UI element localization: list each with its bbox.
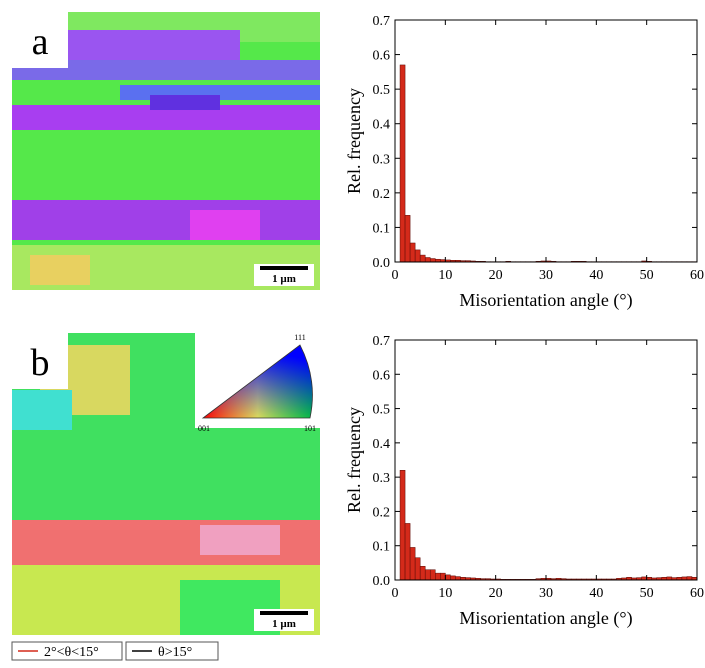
map-legend: 2°<θ<15° θ>15° [12,642,218,660]
legend-label: θ>15° [158,645,192,660]
x-tick-label: 10 [438,268,452,283]
plot-frame [395,340,697,580]
y-tick-label: 0.5 [373,403,391,418]
scale-label: 1 µm [272,618,296,630]
x-tick-label: 50 [640,268,654,283]
legend-label: 2°<θ<15° [44,645,99,660]
bar [415,250,420,262]
bar [415,558,420,580]
ipf-triangle [195,333,320,428]
x-axis-label: Misorientation angle (°) [459,608,632,629]
x-tick-label: 60 [690,268,704,283]
y-tick-label: 0.2 [373,505,391,520]
ipf-label: 001 [198,424,210,433]
bar [420,255,425,262]
y-tick-label: 0.7 [373,334,391,349]
bar [435,573,440,580]
x-tick-label: 60 [690,586,704,601]
y-tick-label: 0.5 [373,83,391,98]
y-tick-label: 0.0 [373,256,391,271]
bar [687,577,692,580]
bar [420,566,425,580]
bar [410,547,415,580]
ipf-label: 111 [294,333,305,342]
y-tick-label: 0.6 [373,368,391,383]
x-axis-label: Misorientation angle (°) [459,290,632,311]
bar [405,523,410,580]
y-tick-label: 0.6 [373,49,391,64]
x-tick-label: 0 [392,268,399,283]
bar [405,215,410,262]
x-tick-label: 40 [589,268,603,283]
panel-label: a [32,21,49,63]
bar [455,577,460,580]
x-tick-label: 40 [589,586,603,601]
y-axis-label: Rel. frequency [344,88,364,194]
x-tick-label: 50 [640,586,654,601]
bar [430,259,435,262]
y-tick-label: 0.1 [373,540,391,555]
panel-label: b [31,342,50,384]
bar [450,576,455,580]
y-tick-label: 0.1 [373,221,391,236]
y-axis-label: Rel. frequency [344,407,364,513]
bar [400,65,405,262]
y-tick-label: 0.7 [373,14,391,29]
bar [440,573,445,580]
bar [445,575,450,580]
x-tick-label: 30 [539,268,553,283]
y-tick-label: 0.4 [373,437,391,452]
bar [430,570,435,580]
x-tick-label: 30 [539,586,553,601]
y-tick-label: 0.3 [373,152,391,167]
bar [425,570,430,580]
scale-label: 1 µm [272,273,296,285]
ipf-label: 101 [304,424,316,433]
x-tick-label: 0 [392,586,399,601]
bar [410,243,415,262]
bar [425,258,430,262]
y-tick-label: 0.4 [373,118,391,133]
y-tick-label: 0.2 [373,187,391,202]
y-tick-label: 0.3 [373,471,391,486]
plot-frame [395,20,697,262]
bar [400,470,405,580]
y-tick-label: 0.0 [373,574,391,589]
x-tick-label: 20 [489,586,503,601]
x-tick-label: 10 [438,586,452,601]
x-tick-label: 20 [489,268,503,283]
